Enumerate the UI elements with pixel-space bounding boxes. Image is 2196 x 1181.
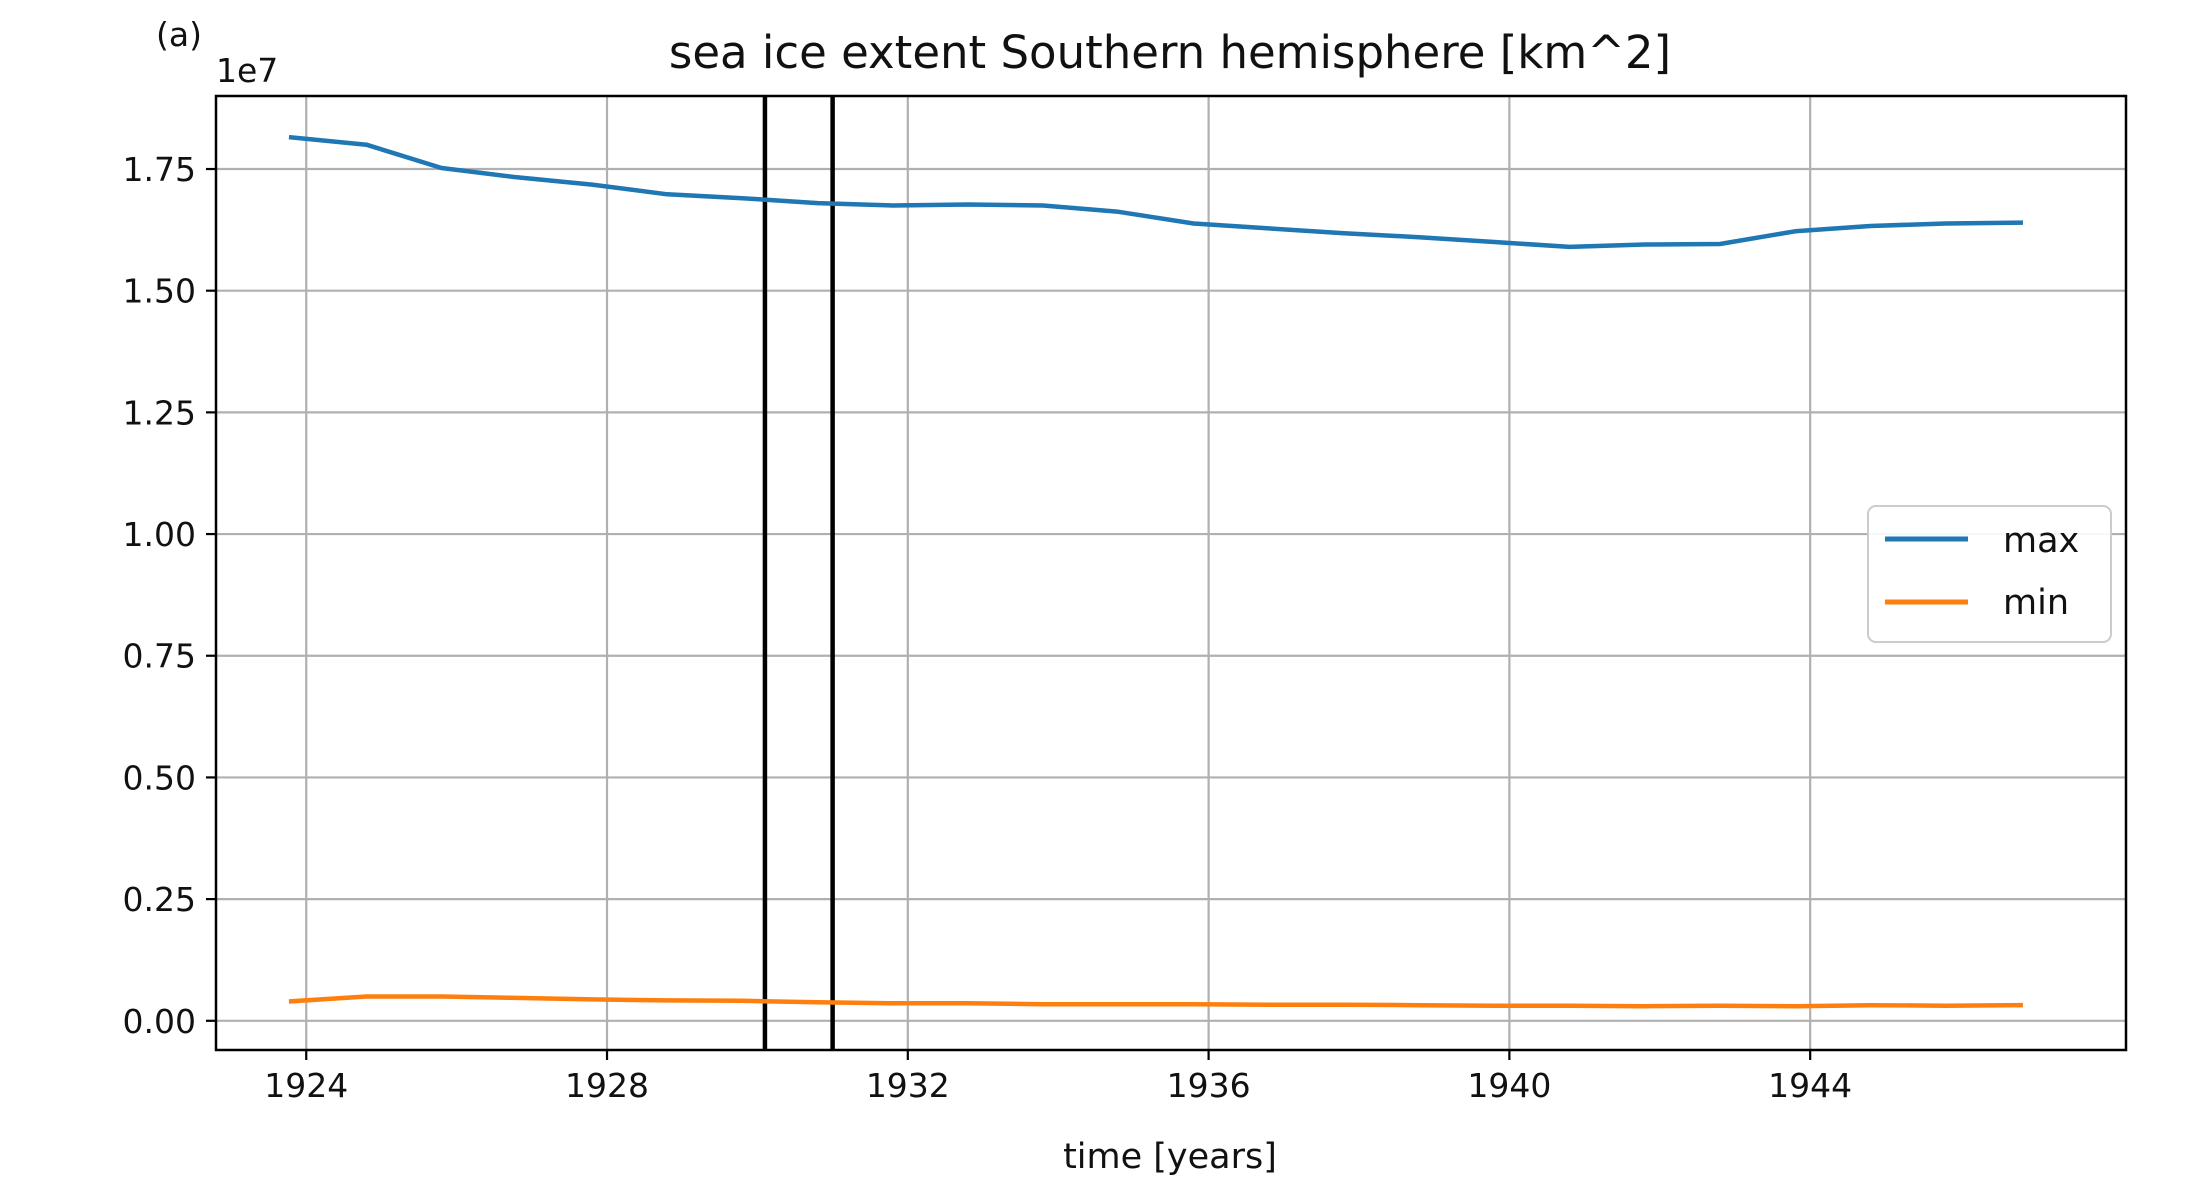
y-tick-label: 1.75 [123,150,196,189]
legend-label-max: max [2003,521,2079,561]
y-tick-label: 1.25 [123,393,196,432]
series-line-min [288,994,2023,1009]
legend: max min [1867,505,2112,643]
y-tick-label: 0.50 [123,758,196,797]
x-tick-label: 1944 [1768,1066,1852,1105]
y-tick-label: 0.75 [123,637,196,676]
tick-layer: 1924 1928 1932 1936 1940 1944 0.00 0.25 0.50 0.75… [123,150,1853,1105]
x-tick-label: 1932 [866,1066,950,1105]
x-tick-label: 1924 [264,1066,348,1105]
x-axis-label: time [years] [1063,1137,1277,1177]
legend-label-min: min [2003,583,2069,623]
x-tick-label: 1940 [1467,1066,1551,1105]
y-tick-label: 0.25 [123,880,196,919]
y-tick-label: 1.00 [123,515,196,554]
y-offset-label: 1e7 [216,51,278,90]
panel-label: (a) [156,15,202,54]
plot-frame [214,94,2128,1052]
x-tick-label: 1936 [1167,1066,1251,1105]
vertical-line-layer [762,96,835,1050]
chart-title: sea ice extent Southern hemisphere [km^2… [669,26,1671,79]
y-tick-label: 0.00 [123,1002,196,1041]
series-layer [288,134,2023,1009]
y-tick-label: 1.50 [123,272,196,311]
grid-layer [216,96,2126,1050]
series-line-max [288,134,2023,250]
x-tick-label: 1928 [565,1066,649,1105]
